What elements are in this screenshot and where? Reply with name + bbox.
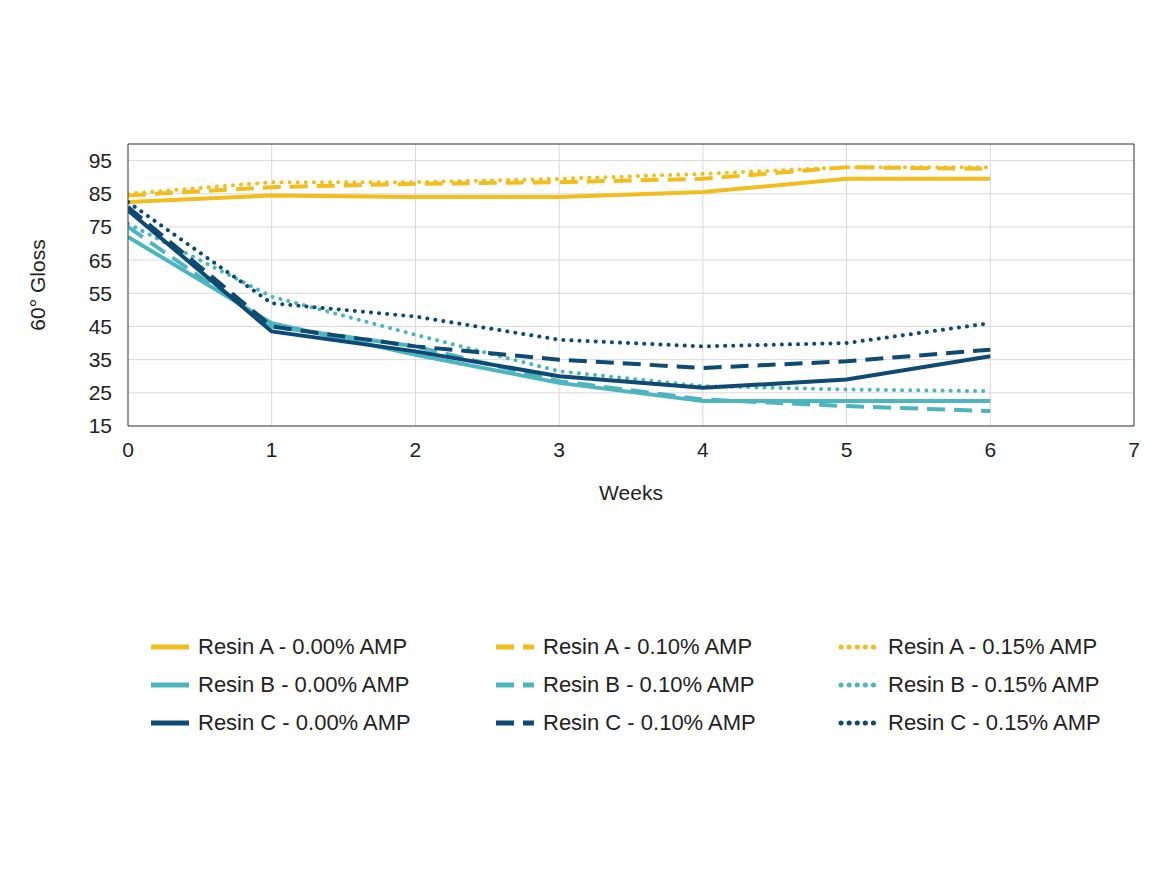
- svg-text:7: 7: [1128, 438, 1140, 461]
- svg-text:65: 65: [89, 249, 112, 272]
- svg-text:3: 3: [553, 438, 565, 461]
- html-text:Resin A - 0.15% AMP: Resin A - 0.15% AMP: [888, 634, 1098, 659]
- svg-text:5: 5: [841, 438, 853, 461]
- svg-text:15: 15: [89, 414, 112, 437]
- html-text:Resin C - 0.15% AMP: Resin C - 0.15% AMP: [888, 710, 1101, 735]
- html-text:Resin C - 0.00% AMP: Resin C - 0.00% AMP: [198, 710, 411, 735]
- svg-text:85: 85: [89, 182, 112, 205]
- html-text:Resin C - 0.10% AMP: Resin C - 0.10% AMP: [543, 710, 756, 735]
- svg-text:60° Gloss: 60° Gloss: [26, 239, 49, 330]
- html-text:Resin B - 0.10% AMP: Resin B - 0.10% AMP: [543, 672, 755, 697]
- html-text:Resin A - 0.10% AMP: Resin A - 0.10% AMP: [543, 634, 753, 659]
- html-text:Resin B - 0.15% AMP: Resin B - 0.15% AMP: [888, 672, 1100, 697]
- svg-text:2: 2: [410, 438, 422, 461]
- svg-text:75: 75: [89, 215, 112, 238]
- svg-text:4: 4: [697, 438, 709, 461]
- svg-text:45: 45: [89, 315, 112, 338]
- svg-text:35: 35: [89, 348, 112, 371]
- svg-text:6: 6: [984, 438, 996, 461]
- svg-text:55: 55: [89, 282, 112, 305]
- svg-text:1: 1: [266, 438, 278, 461]
- svg-text:95: 95: [89, 149, 112, 172]
- html-text:Resin A - 0.00% AMP: Resin A - 0.00% AMP: [198, 634, 408, 659]
- svg-text:0: 0: [122, 438, 134, 461]
- svg-text:25: 25: [89, 381, 112, 404]
- html-text:Resin B - 0.00% AMP: Resin B - 0.00% AMP: [198, 672, 410, 697]
- svg-text:Weeks: Weeks: [599, 481, 663, 504]
